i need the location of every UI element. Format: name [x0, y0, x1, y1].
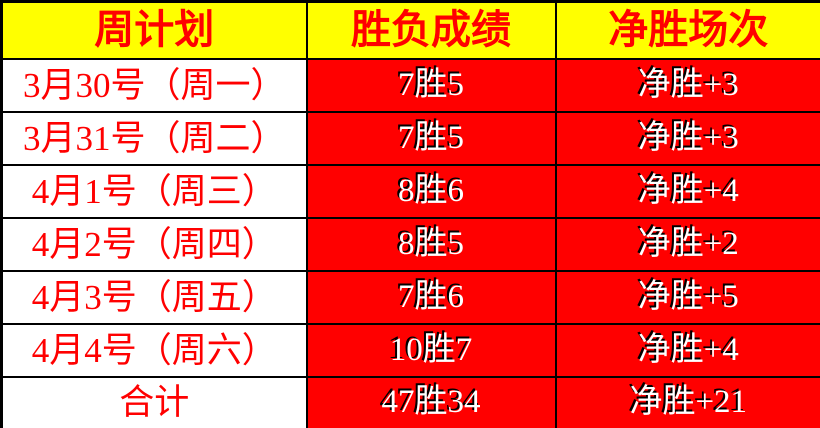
plan-cell: 4月3号（周五） — [0, 269, 308, 325]
header-week-plan: 周计划 — [0, 0, 308, 60]
table-row: 3月31号（周二） 7胜5 净胜+3 — [0, 110, 820, 166]
record-cell: 7胜5 — [305, 110, 557, 166]
table-row: 4月4号（周六） 10胜7 净胜+4 — [0, 322, 820, 378]
plan-cell: 3月31号（周二） — [0, 110, 308, 166]
table-row: 3月30号（周一） 7胜5 净胜+3 — [0, 57, 820, 113]
plan-cell: 4月4号（周六） — [0, 322, 308, 378]
header-net-wins: 净胜场次 — [554, 0, 820, 60]
record-cell: 8胜6 — [305, 163, 557, 219]
table-row: 4月2号（周四） 8胜5 净胜+2 — [0, 216, 820, 272]
net-cell: 净胜+3 — [554, 57, 820, 113]
net-cell: 净胜+4 — [554, 322, 820, 378]
net-cell: 净胜+2 — [554, 216, 820, 272]
table-row: 4月3号（周五） 7胜6 净胜+5 — [0, 269, 820, 325]
net-cell: 净胜+4 — [554, 163, 820, 219]
plan-cell: 3月30号（周一） — [0, 57, 308, 113]
record-cell: 7胜5 — [305, 57, 557, 113]
net-cell: 净胜+5 — [554, 269, 820, 325]
plan-cell: 4月2号（周四） — [0, 216, 308, 272]
record-cell: 10胜7 — [305, 322, 557, 378]
total-label-cell: 合计 — [0, 375, 308, 428]
table-row-total: 合计 47胜34 净胜+21 — [0, 375, 820, 428]
total-net-cell: 净胜+21 — [554, 375, 820, 428]
table-header-row: 周计划 胜负成绩 净胜场次 — [0, 0, 820, 60]
net-cell: 净胜+3 — [554, 110, 820, 166]
table-row: 4月1号（周三） 8胜6 净胜+4 — [0, 163, 820, 219]
header-win-loss: 胜负成绩 — [305, 0, 557, 60]
plan-cell: 4月1号（周三） — [0, 163, 308, 219]
record-cell: 8胜5 — [305, 216, 557, 272]
total-record-cell: 47胜34 — [305, 375, 557, 428]
record-cell: 7胜6 — [305, 269, 557, 325]
